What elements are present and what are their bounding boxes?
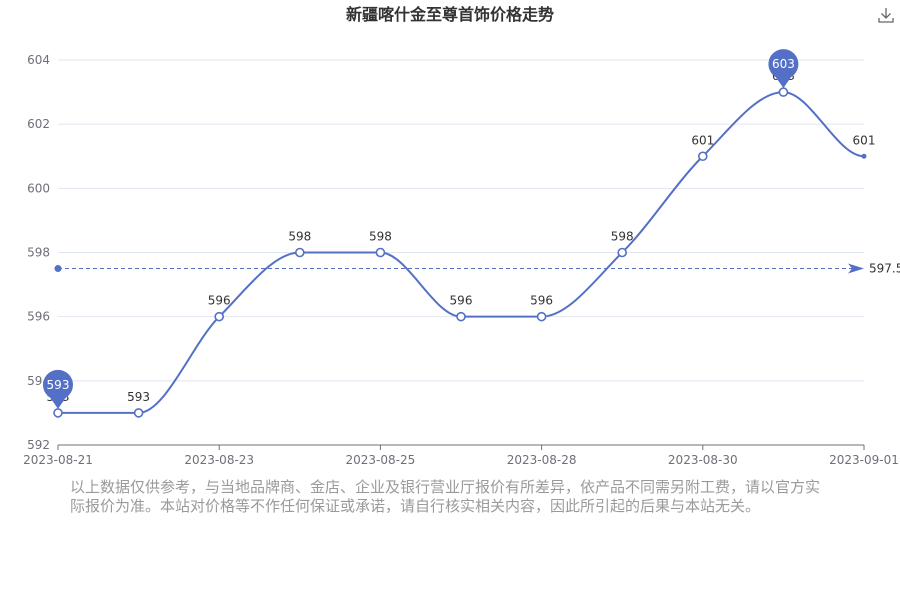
- data-point: [861, 153, 867, 159]
- data-label: 596: [530, 294, 553, 308]
- y-tick-label: 602: [27, 117, 50, 131]
- data-point: [617, 247, 628, 258]
- y-tick-label: 596: [27, 310, 50, 324]
- data-point: [214, 311, 224, 322]
- average-markline: 597.5: [54, 262, 900, 276]
- min-pin-label: 593: [47, 378, 70, 392]
- data-labels: 593593596598598596596598601603601: [47, 69, 876, 404]
- y-tick-label: 600: [27, 181, 50, 195]
- chart-title: 新疆喀什金至尊首饰价格走势: [346, 5, 554, 24]
- min-pin: 593: [43, 369, 73, 409]
- y-tick-label: 598: [27, 246, 50, 260]
- data-point: [53, 408, 63, 418]
- data-label: 596: [208, 294, 231, 308]
- min-pin-bubble: [43, 369, 73, 400]
- data-point: [778, 87, 789, 97]
- data-label: 598: [288, 230, 311, 244]
- x-tick-label: 2023-09-01: [829, 453, 899, 467]
- y-tick-label: 592: [27, 438, 50, 452]
- data-label: 598: [611, 230, 634, 244]
- x-tick-label: 2023-08-23: [184, 453, 254, 467]
- data-label: 598: [369, 230, 392, 244]
- max-pin-bubble: [768, 49, 799, 80]
- data-point: [133, 408, 144, 418]
- max-pin-label: 603: [772, 57, 795, 71]
- data-label: 596: [450, 294, 473, 308]
- data-point: [294, 247, 305, 258]
- data-point: [456, 311, 466, 322]
- data-point: [536, 311, 547, 322]
- y-tick-label: 604: [27, 53, 50, 67]
- x-tick-label: 2023-08-21: [23, 453, 93, 467]
- data-label: 601: [691, 133, 714, 147]
- x-tick-label: 2023-08-25: [346, 453, 416, 467]
- data-point: [697, 151, 708, 162]
- download-icon[interactable]: [878, 8, 894, 23]
- data-point: [375, 247, 386, 258]
- mark-points: 603 593: [43, 49, 799, 409]
- average-line-start: [54, 265, 62, 273]
- disclaimer-text: 以上数据仅供参考，与当地品牌商、金店、企业及银行营业厅报价有所差异，依产品不同需…: [70, 478, 821, 515]
- grid-lines: [58, 59, 864, 382]
- data-label: 601: [853, 133, 876, 147]
- data-label: 593: [127, 390, 150, 404]
- x-tick-label: 2023-08-30: [668, 453, 738, 467]
- average-line-label: 597.5: [869, 262, 900, 276]
- x-tick-label: 2023-08-28: [507, 453, 577, 467]
- average-line-arrow: [848, 263, 864, 274]
- max-pin: 603: [768, 49, 799, 89]
